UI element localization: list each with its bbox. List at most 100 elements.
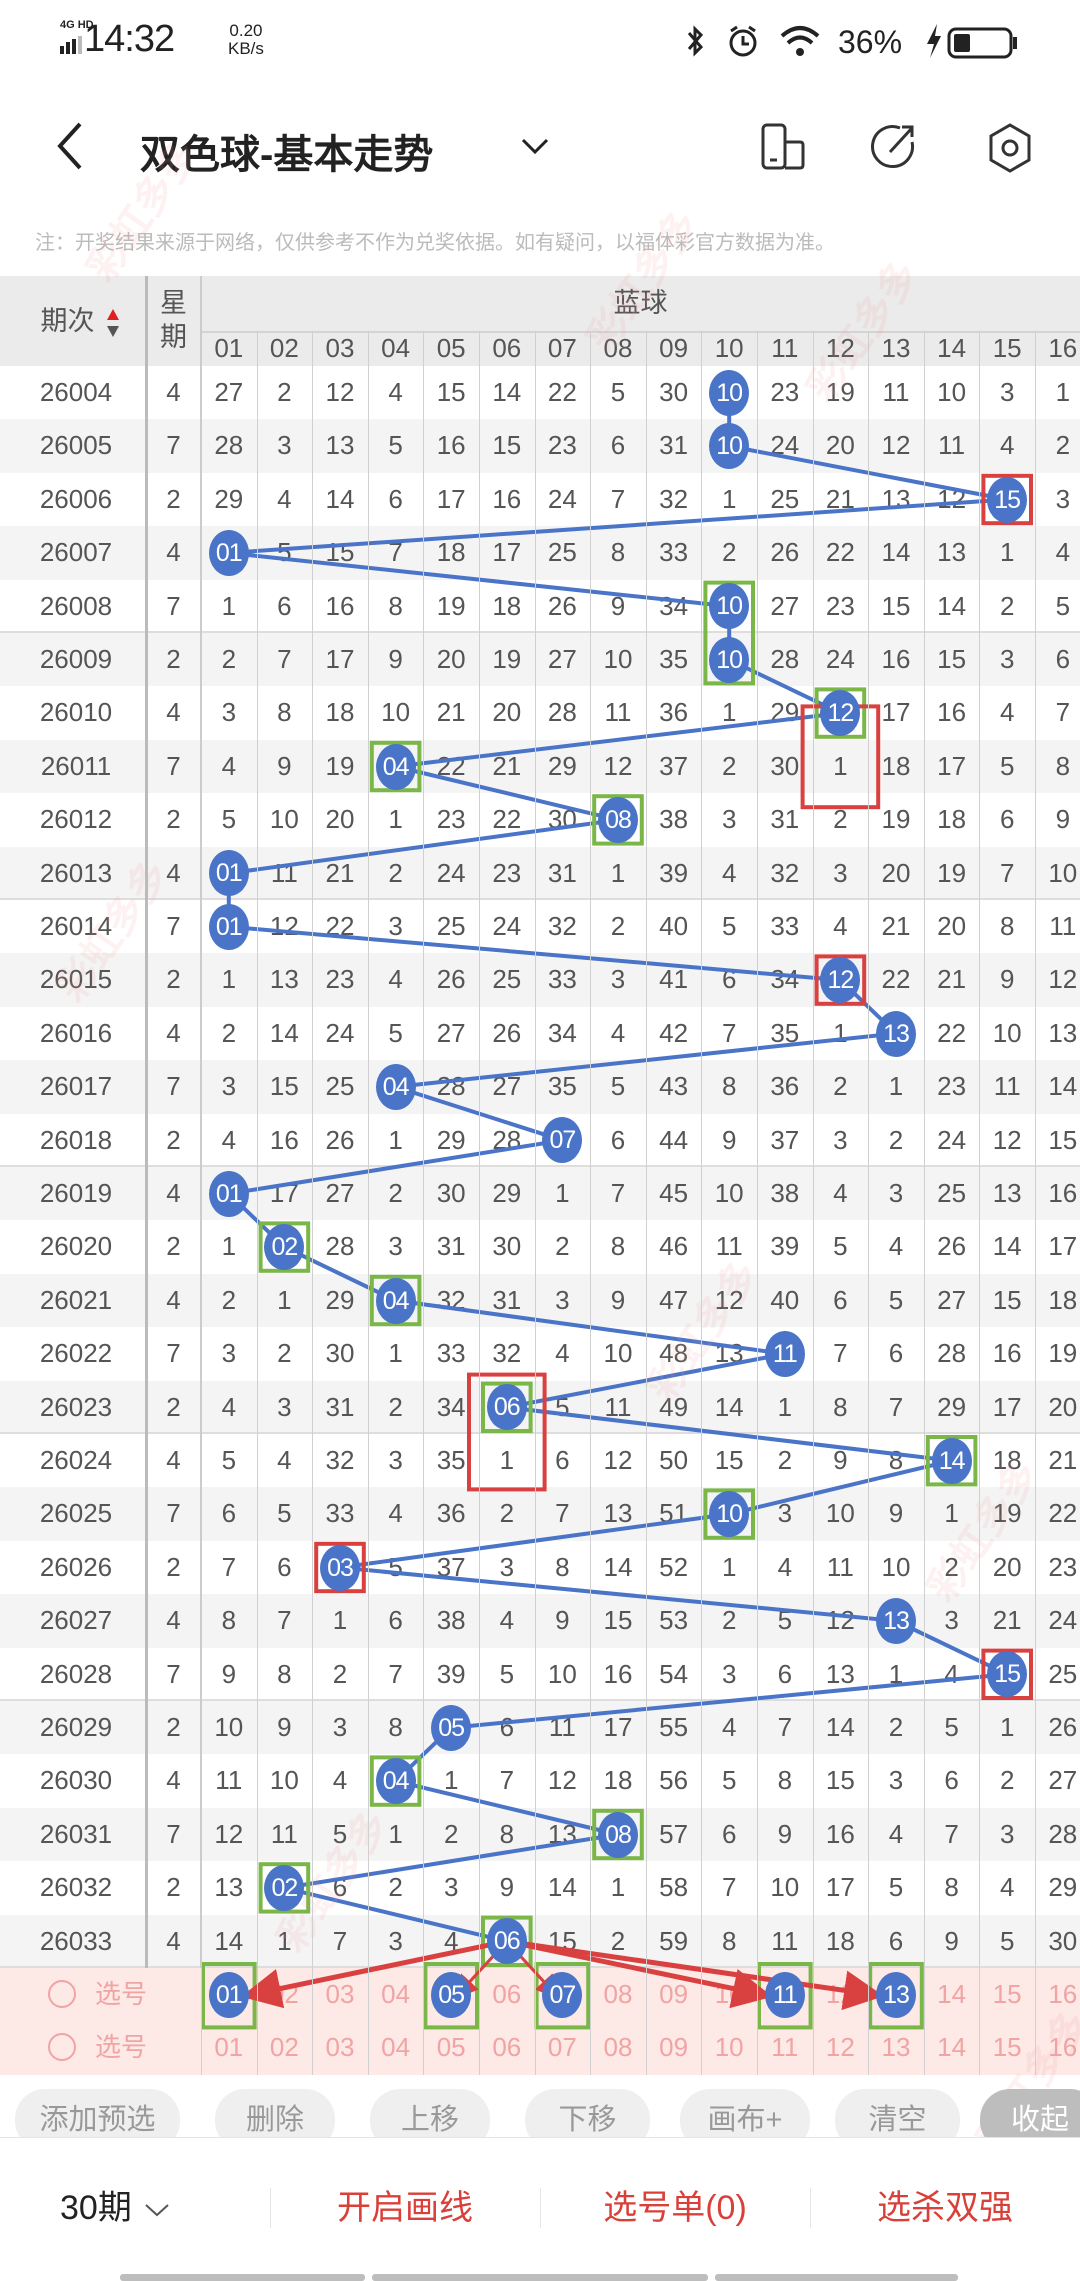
- blue-ball[interactable]: 02: [264, 1224, 305, 1271]
- blue-ball[interactable]: 11: [764, 1971, 805, 2018]
- blue-ball[interactable]: 03: [320, 1544, 360, 1591]
- blue-ball[interactable]: 10: [709, 636, 750, 683]
- select-number[interactable]: 16: [1048, 1979, 1078, 2009]
- select-radio[interactable]: [48, 2033, 76, 2062]
- select-number[interactable]: 01: [214, 2032, 244, 2063]
- charging-icon: [927, 24, 941, 58]
- select-number[interactable]: 15: [992, 2032, 1022, 2063]
- select-number[interactable]: 16: [1048, 2032, 1078, 2063]
- back-icon[interactable]: [52, 120, 88, 172]
- blue-ball[interactable]: 04: [375, 1277, 416, 1324]
- blue-ball[interactable]: 13: [876, 1971, 916, 2018]
- select-number[interactable]: 07: [547, 2032, 577, 2063]
- select-number[interactable]: 02: [269, 1979, 299, 2009]
- blue-ball[interactable]: 13: [876, 1597, 916, 1644]
- select-number[interactable]: 03: [325, 2032, 355, 2063]
- blue-ball[interactable]: 12: [820, 957, 861, 1004]
- settings-icon[interactable]: [986, 122, 1034, 174]
- blue-ball[interactable]: 08: [598, 1811, 638, 1858]
- toolbar-button[interactable]: 删除: [215, 2089, 335, 2137]
- select-row: 选号 02 03 04 06 08 09 10 12 14 15 16: [0, 1968, 1080, 2022]
- toolbar-button[interactable]: 添加预选: [15, 2089, 180, 2137]
- pick-list-button[interactable]: 选号单(0): [603, 2189, 747, 2227]
- blue-ball[interactable]: 07: [542, 1117, 583, 1164]
- blue-ball[interactable]: 06: [486, 1918, 527, 1965]
- number-cell: 5: [610, 1071, 626, 1102]
- blue-ball[interactable]: 01: [208, 903, 249, 950]
- select-number[interactable]: 12: [825, 1979, 855, 2009]
- number-cell: 33: [770, 911, 800, 941]
- column-header-04: 04: [381, 333, 411, 363]
- select-radio[interactable]: [48, 1980, 76, 2008]
- number-cell: 6: [888, 1338, 904, 1369]
- number-cell: 13: [992, 1178, 1022, 1208]
- number-cell: 23: [436, 804, 466, 835]
- chevron-down-icon[interactable]: [520, 136, 550, 156]
- number-cell: 7: [999, 857, 1015, 888]
- number-cell: 13: [881, 483, 911, 514]
- select-number[interactable]: 08: [603, 1979, 633, 2009]
- blue-ball[interactable]: 04: [375, 1063, 416, 1110]
- blue-ball[interactable]: 15: [987, 1651, 1028, 1698]
- select-number[interactable]: 04: [381, 1979, 411, 2009]
- select-number[interactable]: 12: [825, 2032, 855, 2063]
- sort-icon[interactable]: [106, 309, 120, 337]
- blue-ball[interactable]: 15: [987, 476, 1028, 523]
- blue-ball[interactable]: 05: [431, 1704, 472, 1751]
- blue-ball[interactable]: 12: [820, 690, 861, 737]
- page-title[interactable]: 双色球-基本走势: [140, 133, 434, 177]
- select-number[interactable]: 06: [492, 2032, 522, 2063]
- blue-ball[interactable]: 01: [208, 850, 249, 897]
- select-number[interactable]: 04: [381, 2032, 411, 2063]
- select-number[interactable]: 14: [937, 2032, 967, 2063]
- number-cell: 15: [603, 1605, 633, 1636]
- select-number[interactable]: 05: [436, 2032, 466, 2063]
- select-number[interactable]: 13: [881, 2032, 911, 2063]
- number-cell: 8: [888, 1445, 904, 1475]
- select-number[interactable]: 11: [771, 2032, 799, 2063]
- blue-ball[interactable]: 10: [709, 423, 750, 470]
- number-cell: 24: [937, 1124, 967, 1155]
- toolbar-button[interactable]: 上移: [370, 2089, 490, 2137]
- select-number[interactable]: 10: [714, 2032, 744, 2063]
- select-number[interactable]: 08: [603, 2032, 633, 2063]
- number-cell: 3: [888, 1178, 904, 1208]
- blue-ball[interactable]: 01: [208, 529, 249, 576]
- table-row: 26008 7 1 6 16 8 19 18 26 9 34 27 23 15 14 2 5: [0, 579, 1080, 633]
- share-icon[interactable]: [870, 122, 918, 172]
- kill-double-button[interactable]: 选杀双强: [877, 2189, 1013, 2227]
- select-number[interactable]: 09: [659, 2032, 689, 2063]
- toolbar-button[interactable]: 收起: [980, 2089, 1080, 2137]
- issue-header[interactable]: 期次: [0, 276, 135, 366]
- speed-unit: KB/s: [228, 39, 264, 58]
- blue-ball[interactable]: 04: [375, 1758, 416, 1805]
- select-number[interactable]: 14: [937, 1979, 967, 2009]
- blue-ball[interactable]: 10: [709, 583, 750, 630]
- blue-ball[interactable]: 14: [931, 1437, 972, 1484]
- blue-ball[interactable]: 13: [876, 1010, 916, 1057]
- blue-ball[interactable]: 04: [375, 743, 416, 790]
- blue-ball[interactable]: 06: [486, 1384, 527, 1431]
- toolbar-button[interactable]: 清空: [835, 2089, 960, 2137]
- phone-layout-icon[interactable]: [760, 122, 806, 172]
- blue-ball[interactable]: 05: [431, 1971, 472, 2018]
- blue-ball[interactable]: 08: [598, 796, 638, 843]
- blue-ball[interactable]: 10: [709, 1491, 750, 1538]
- period-select[interactable]: 30期: [60, 2178, 210, 2238]
- number-cell: 3: [221, 697, 237, 728]
- toolbar-button[interactable]: 画布+: [680, 2089, 810, 2137]
- blue-ball[interactable]: 02: [264, 1864, 305, 1911]
- select-number[interactable]: 09: [659, 1979, 689, 2009]
- blue-ball[interactable]: 11: [764, 1330, 805, 1377]
- blue-ball[interactable]: 10: [709, 369, 750, 416]
- select-number[interactable]: 15: [992, 1979, 1022, 2009]
- select-number[interactable]: 03: [325, 1979, 355, 2009]
- draw-line-button[interactable]: 开启画线: [337, 2189, 473, 2227]
- blue-ball[interactable]: 01: [208, 1170, 249, 1217]
- toolbar-button[interactable]: 下移: [525, 2089, 650, 2137]
- select-number[interactable]: 06: [492, 1979, 522, 2009]
- blue-ball[interactable]: 01: [208, 1971, 249, 2018]
- select-number[interactable]: 10: [714, 1979, 744, 2009]
- blue-ball[interactable]: 07: [542, 1971, 583, 2018]
- select-number[interactable]: 02: [269, 2032, 299, 2063]
